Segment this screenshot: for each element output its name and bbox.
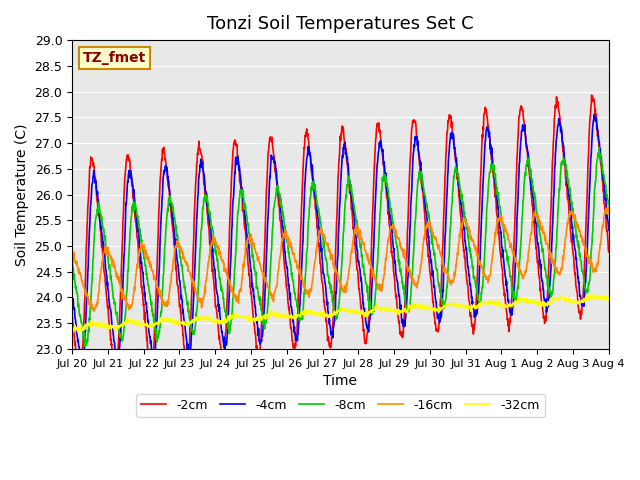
Line: -2cm: -2cm [72,95,609,380]
-16cm [248,243,256,249]
-4cm [248,284,256,290]
Line: -8cm: -8cm [72,147,609,347]
-8cm [424,209,432,215]
-2cm [605,249,612,255]
-8cm [81,344,89,349]
-32cm [494,301,502,307]
-16cm [90,309,98,314]
-2cm [68,308,76,314]
Text: TZ_fmet: TZ_fmet [83,51,146,65]
-8cm [248,246,256,252]
-2cm [494,222,502,228]
-32cm [188,319,196,325]
Line: -16cm: -16cm [72,207,609,312]
Title: Tonzi Soil Temperatures Set C: Tonzi Soil Temperatures Set C [207,15,474,33]
-16cm [68,252,76,257]
-4cm [188,328,196,334]
Legend: -2cm, -4cm, -8cm, -16cm, -32cm: -2cm, -4cm, -8cm, -16cm, -32cm [136,394,545,417]
-16cm [424,220,432,226]
-32cm [605,295,612,300]
-8cm [188,328,196,334]
-4cm [175,270,182,276]
-4cm [590,112,598,118]
-16cm [541,233,549,239]
-2cm [175,292,182,298]
-4cm [424,228,432,233]
-32cm [584,291,592,297]
-4cm [541,303,549,309]
-32cm [424,302,432,308]
-8cm [605,201,612,206]
-16cm [175,244,182,250]
-16cm [605,209,612,215]
-4cm [68,297,76,302]
-16cm [494,216,502,222]
-32cm [175,319,182,324]
-16cm [605,204,612,210]
-8cm [68,253,76,259]
-2cm [188,287,196,292]
-32cm [69,329,77,335]
-8cm [541,266,549,272]
X-axis label: Time: Time [323,374,358,388]
-16cm [188,278,196,284]
Line: -4cm: -4cm [72,115,609,366]
-8cm [494,190,502,195]
-2cm [588,92,595,98]
-32cm [68,324,76,330]
-2cm [424,249,432,254]
Y-axis label: Soil Temperature (C): Soil Temperature (C) [15,123,29,266]
Line: -32cm: -32cm [72,294,609,332]
-4cm [78,363,86,369]
-8cm [595,144,603,150]
-2cm [541,313,549,319]
-2cm [76,377,83,383]
-8cm [175,242,182,248]
-2cm [248,300,256,305]
-4cm [605,228,612,233]
-32cm [248,317,256,323]
-4cm [494,204,502,209]
-32cm [541,300,549,306]
